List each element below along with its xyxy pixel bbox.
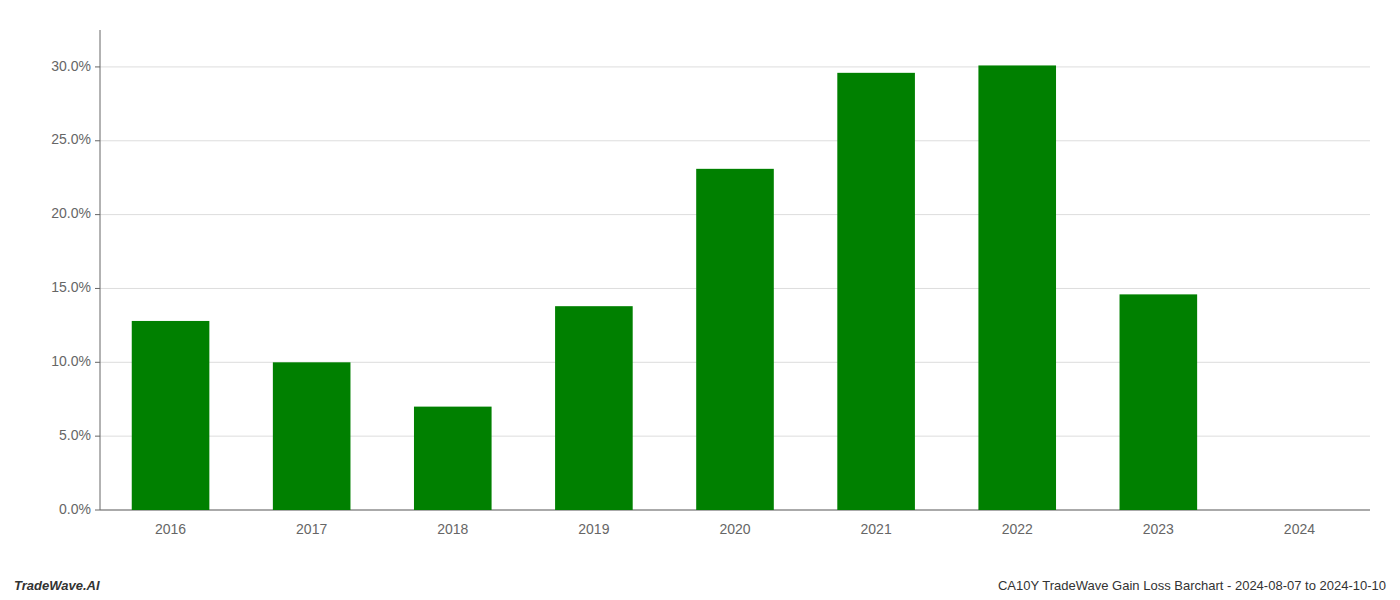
footer-annotation: TradeWave.AI [14, 578, 100, 593]
x-tick-label: 2017 [296, 521, 327, 537]
x-tick-label: 2018 [437, 521, 468, 537]
bar [837, 73, 915, 510]
y-tick-label: 5.0% [59, 427, 91, 443]
y-tick-label: 25.0% [51, 131, 91, 147]
axes: 0.0% 5.0% 10.0% 15.0% 20.0% 25.0% 30.0% 2016 201… [51, 30, 1370, 537]
background [0, 0, 1400, 600]
y-tick [95, 214, 100, 215]
bar [273, 362, 351, 510]
bar [978, 65, 1056, 510]
x-tick-label: 2022 [1002, 521, 1033, 537]
chart-svg: 0.0% 5.0% 10.0% 15.0% 20.0% 25.0% 30.0% 2016 201… [0, 0, 1400, 600]
bar [414, 407, 492, 510]
chart-container: 0.0% 5.0% 10.0% 15.0% 20.0% 25.0% 30.0% 2016 201… [0, 0, 1400, 600]
bar [696, 169, 774, 510]
x-tick-label: 2023 [1143, 521, 1174, 537]
grid-line [100, 140, 1370, 141]
bar [555, 306, 633, 510]
y-axis-line [100, 30, 101, 510]
x-tick-label: 2019 [578, 521, 609, 537]
bar [132, 321, 210, 510]
y-tick [95, 510, 100, 511]
bar [1261, 510, 1339, 511]
x-tick-label: 2021 [861, 521, 892, 537]
chart-title: CA10Y TradeWave Gain Loss Barchart - 202… [998, 578, 1386, 593]
grid [100, 67, 1370, 510]
y-tick-label: 0.0% [59, 501, 91, 517]
y-tick [95, 140, 100, 141]
grid-line [100, 66, 1370, 67]
x-tick-label: 2024 [1284, 521, 1315, 537]
y-tick-label: 30.0% [51, 58, 91, 74]
y-tick-label: 10.0% [51, 353, 91, 369]
bars [132, 65, 1197, 510]
bar [1120, 294, 1198, 510]
y-tick [95, 362, 100, 363]
y-tick [95, 66, 100, 67]
y-tick-label: 20.0% [51, 205, 91, 221]
x-tick-label: 2020 [719, 521, 750, 537]
x-tick-label: 2016 [155, 521, 186, 537]
y-tick-label: 15.0% [51, 279, 91, 295]
y-tick [95, 288, 100, 289]
y-tick [95, 436, 100, 437]
